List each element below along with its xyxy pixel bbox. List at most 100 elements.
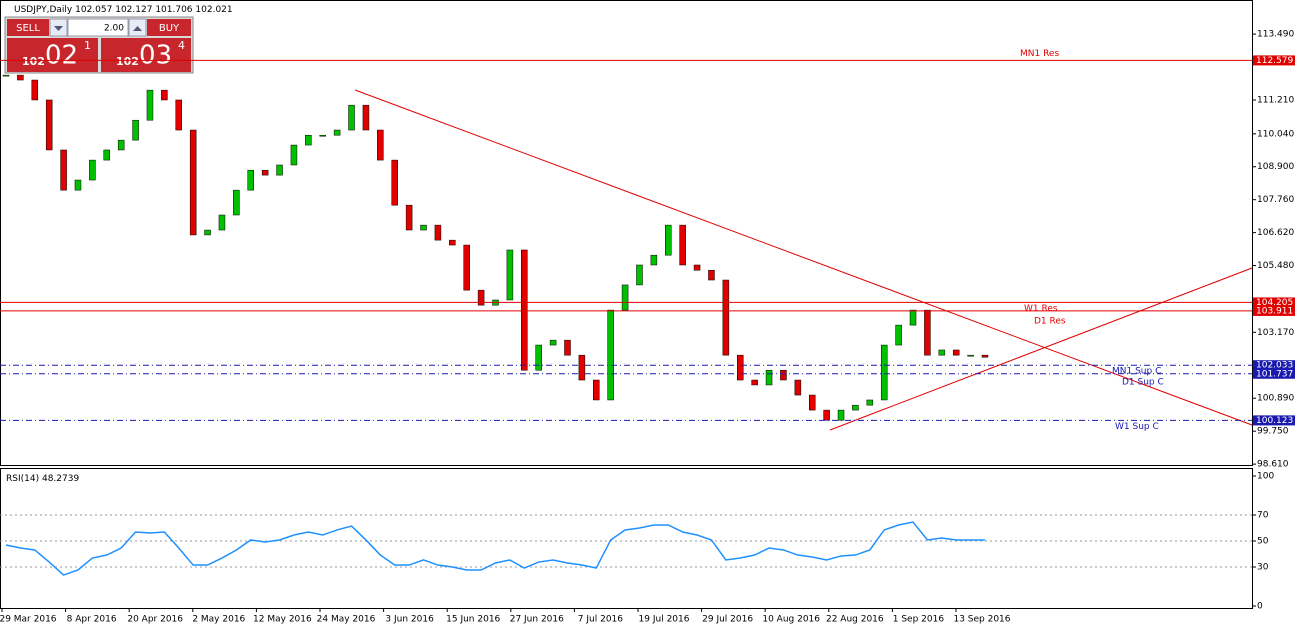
x-tick-label: 19 Jul 2016 [639,615,690,625]
candle [204,229,211,236]
buy-fraction: 4 [178,39,185,52]
buy-pips: 03 [139,41,172,71]
candle [377,129,384,161]
x-tick-label: 13 Sep 2016 [953,615,1010,625]
candle [405,204,413,231]
candle [693,264,701,271]
rsi-tick-label: 30 [1257,563,1269,573]
candle [434,224,442,241]
candle [60,149,67,191]
down-arrow [54,26,63,31]
candle [722,279,730,356]
buy-button[interactable] [147,19,191,36]
candle [564,339,571,356]
x-tick-label: 20 Apr 2016 [127,615,183,625]
trendline [829,267,1253,431]
level-name: MN1 Sup C [1112,367,1161,377]
candle [852,404,859,411]
price-tag [1253,360,1295,371]
x-tick-label: 1 Sep 2016 [893,615,945,625]
candle [362,104,370,131]
x-tick-label: 8 Apr 2016 [67,615,117,625]
trade-panel: SELL 2.00 BUY 102 02 1 102 03 4 [4,16,194,74]
x-tick-label: 29 Mar 2016 [0,615,57,625]
candle [967,354,974,357]
price-tag [1253,55,1295,66]
buy-big-figure: 102 [116,55,139,68]
candle [261,169,269,176]
candle [477,289,485,306]
y-tick-label: 107.760 [1257,195,1294,205]
x-tick-label: 3 Jun 2016 [385,615,434,625]
candle [765,369,773,386]
candle [549,339,557,346]
candle [952,349,960,356]
candle [333,129,341,136]
candle [535,344,542,371]
candle [808,394,816,411]
candle [621,284,629,311]
x-tick-label: 15 Jun 2016 [446,615,500,625]
buy-price-box[interactable] [101,38,191,72]
candle [161,89,168,101]
price-tag [1253,305,1295,316]
y-tick-label: 111.210 [1257,95,1294,105]
open: 102.057 [75,5,112,15]
rsi-line [5,521,985,576]
symbol-header: USDJPY,Daily 102.057 102.127 101.706 102… [14,5,233,15]
candle [924,309,931,356]
y-tick-label: 99.750 [1257,427,1289,437]
candle [593,379,600,401]
candle [117,139,125,151]
level-name: D1 Res [1034,316,1066,326]
candle [578,354,586,381]
candle [837,409,845,421]
buy-label: BUY [159,23,180,34]
up-arrow [133,26,142,31]
y-tick-label: 100.890 [1257,394,1294,404]
price-tag-label: 104.205 [1256,298,1293,308]
candle [463,244,470,291]
rsi-tick-label: 50 [1257,537,1269,547]
candle [103,149,111,161]
y-tick-label: 106.620 [1257,228,1294,238]
candle [132,119,139,141]
candle [636,264,643,286]
candle [247,169,254,191]
x-tick-label: 2 May 2016 [192,615,245,625]
sell-price-box[interactable] [7,38,98,72]
candle [679,224,686,266]
sell-big-figure: 102 [22,55,45,68]
candle [780,369,787,381]
volume-input[interactable] [67,18,129,37]
candle [31,79,39,101]
candle [233,189,240,216]
price-tag [1253,415,1295,426]
level-name: D1 Sup C [1122,377,1164,387]
price-tag-label: 103.911 [1256,306,1293,316]
candle [290,144,298,166]
volume: 2.00 [104,24,124,34]
sell-fraction: 1 [84,39,91,52]
candle [665,224,672,256]
candle [650,254,658,266]
candle [708,269,715,281]
y-tick-label: 98.610 [1257,460,1289,470]
rsi-tick-label: 100 [1257,472,1274,482]
candle [348,104,355,131]
candle [938,349,946,356]
symbol: USDJPY,Daily [14,5,73,15]
level-name: MN1 Res [1020,49,1059,59]
candle [17,74,24,81]
candle [607,309,614,401]
candle [794,379,802,396]
candle [981,354,989,358]
trendlines [354,89,1253,431]
price-tag-label: 100.123 [1256,416,1293,426]
candle [866,399,874,406]
sell-button[interactable] [7,19,49,36]
candle [2,74,10,77]
rsi-label: RSI(14) [6,474,39,484]
